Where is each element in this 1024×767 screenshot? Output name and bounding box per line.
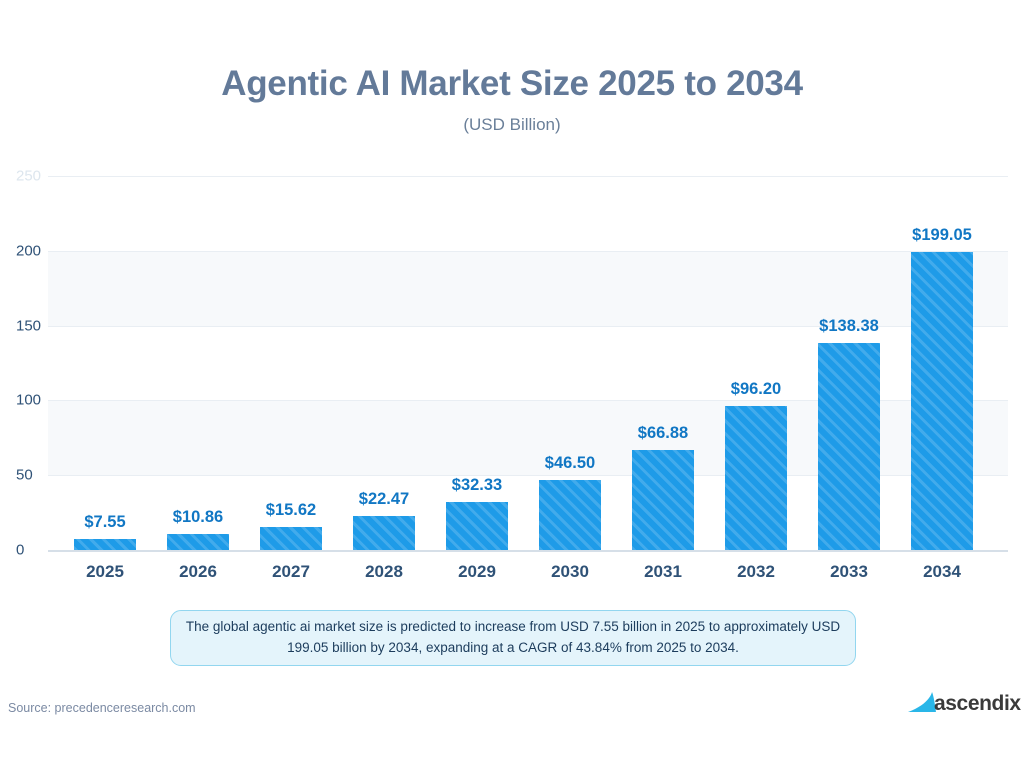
swoosh-icon [908, 692, 936, 712]
x-axis-tick-label: 2032 [737, 562, 775, 581]
y-axis-tick-label: 0 [16, 541, 25, 559]
chart-gridline [48, 176, 1008, 177]
bar[interactable] [911, 252, 973, 550]
x-axis-tick-label: 2025 [86, 562, 124, 581]
chart-gridline [48, 475, 1008, 477]
summary-callout: The global agentic ai market size is pre… [170, 610, 856, 666]
x-axis-tick-label: 2034 [923, 562, 961, 581]
x-axis-tick-label: 2030 [551, 562, 589, 581]
bar[interactable] [167, 533, 229, 550]
bar-value-label: $32.33 [451, 475, 503, 494]
bar-value-label: $96.20 [730, 380, 782, 399]
ascendix-logo[interactable]: ascendix [906, 690, 1021, 720]
bar-value-label: $46.50 [544, 454, 596, 473]
x-axis-tick-label: 2027 [272, 562, 310, 581]
bar-value-label: $10.86 [172, 507, 224, 526]
summary-callout-text: The global agentic ai market size is pre… [185, 619, 841, 655]
x-axis-tick-label: 2026 [179, 562, 217, 581]
bar[interactable] [725, 406, 787, 550]
bar[interactable] [74, 538, 136, 550]
y-axis-tick-label: 50 [16, 466, 33, 484]
bar-value-label: $199.05 [912, 226, 972, 245]
chart-band [48, 250, 1008, 326]
bar-value-label: $15.62 [265, 500, 317, 519]
chart-gridline [48, 400, 1008, 402]
bar[interactable] [632, 449, 694, 550]
x-axis-tick-label: 2028 [365, 562, 403, 581]
page-title: Agentic AI Market Size 2025 to 2034 [221, 64, 803, 103]
x-axis-tick-label: 2033 [830, 562, 868, 581]
x-axis-tick-label: 2031 [644, 562, 682, 581]
x-axis-line [48, 550, 1008, 552]
chart-gridline [48, 325, 1008, 327]
x-axis-tick-label: 2029 [458, 562, 496, 581]
y-axis-tick-label: 100 [16, 391, 42, 409]
chart-subtitle: (USD Billion) [463, 115, 561, 134]
bar-value-label: $7.55 [84, 512, 126, 531]
bar[interactable] [539, 480, 601, 550]
bar[interactable] [818, 342, 880, 550]
bar[interactable] [260, 526, 322, 550]
chart-gridline [48, 250, 1008, 252]
y-axis-tick-label: 250 [16, 167, 42, 185]
bar[interactable] [446, 501, 508, 550]
bar-value-label: $22.47 [358, 490, 410, 509]
chart-plot-area [48, 176, 1008, 552]
source-note: Source: precedenceresearch.com [8, 701, 196, 715]
y-axis-tick-label: 200 [16, 242, 42, 260]
y-axis-tick-label: 150 [16, 317, 42, 335]
bar-value-label: $66.88 [637, 423, 689, 442]
bar-value-label: $138.38 [819, 316, 879, 335]
ascendix-logo-text: ascendix [934, 692, 1021, 715]
bar[interactable] [353, 516, 415, 550]
